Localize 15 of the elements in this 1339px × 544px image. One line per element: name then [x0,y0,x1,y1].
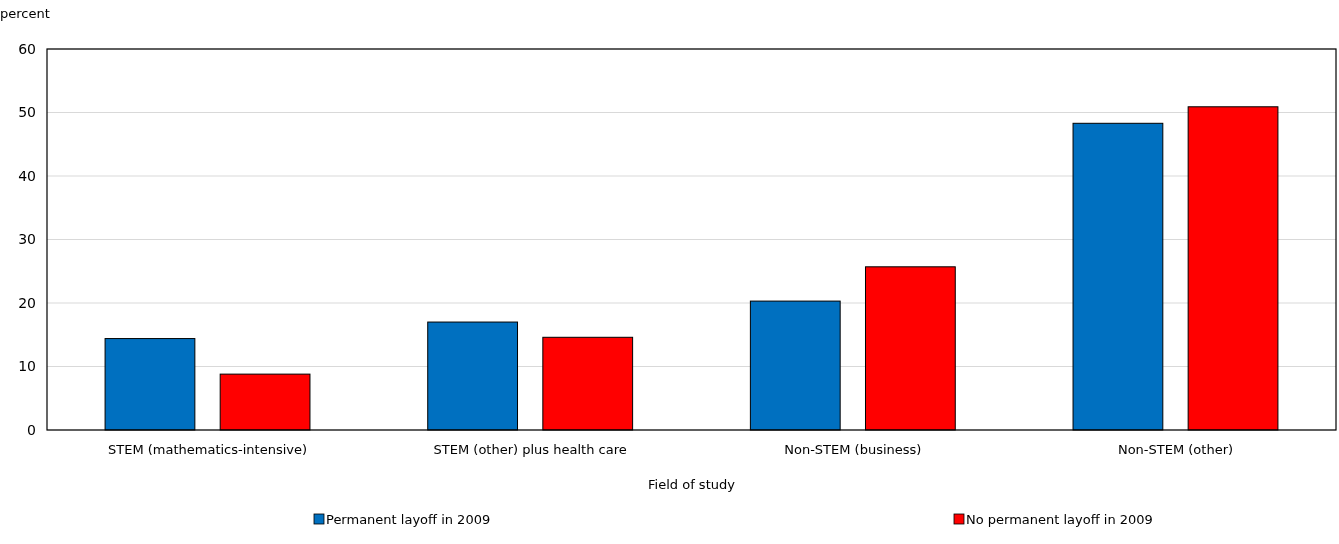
legend-label: No permanent layoff in 2009 [966,512,1153,527]
x-tick-label: Non-STEM (other) [1117,442,1234,457]
y-tick-label: 40 [18,167,36,184]
x-axis-title: Field of study [648,477,736,492]
y-tick-label: 0 [27,421,36,438]
y-tick-label: 20 [18,294,36,311]
x-tick-label: STEM (mathematics-intensive) [107,442,308,457]
y-tick-label: 60 [18,40,36,57]
x-tick-label: STEM (other) plus health care [433,442,627,457]
legend-label: Permanent layoff in 2009 [326,512,491,527]
y-tick-label: 10 [18,358,36,375]
y-tick-label: 30 [18,231,36,248]
x-tick-label: Non-STEM (business) [784,442,922,457]
y-tick-label: 50 [18,104,36,121]
y-axis-title: percent [0,6,50,21]
